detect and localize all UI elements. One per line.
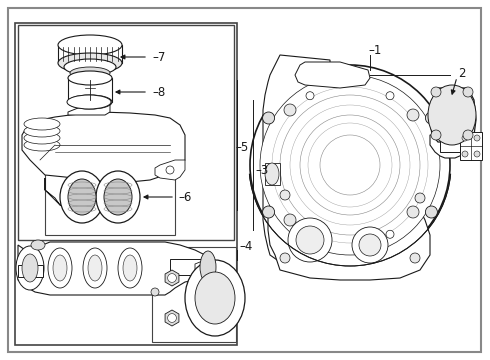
Circle shape xyxy=(284,214,296,226)
Bar xyxy=(45,155,175,235)
Polygon shape xyxy=(22,112,185,182)
Ellipse shape xyxy=(96,171,140,223)
Polygon shape xyxy=(165,270,179,286)
Text: –6: –6 xyxy=(178,190,192,203)
Polygon shape xyxy=(268,192,430,280)
Ellipse shape xyxy=(58,53,122,73)
Circle shape xyxy=(425,112,438,124)
Circle shape xyxy=(151,288,159,296)
Ellipse shape xyxy=(24,118,60,130)
Ellipse shape xyxy=(88,255,102,281)
Circle shape xyxy=(463,87,473,97)
Circle shape xyxy=(352,227,388,263)
Circle shape xyxy=(407,109,419,121)
Text: –5: –5 xyxy=(235,140,248,153)
Circle shape xyxy=(407,206,419,218)
Polygon shape xyxy=(195,260,220,276)
Ellipse shape xyxy=(83,248,107,288)
Circle shape xyxy=(284,104,296,116)
Text: –3: –3 xyxy=(255,163,268,176)
Ellipse shape xyxy=(60,171,104,223)
Circle shape xyxy=(168,274,176,282)
Circle shape xyxy=(280,190,290,200)
Bar xyxy=(58,45,122,63)
Bar xyxy=(15,23,237,345)
Ellipse shape xyxy=(265,163,279,185)
Text: –1: –1 xyxy=(368,44,381,57)
Ellipse shape xyxy=(24,132,60,144)
Circle shape xyxy=(288,218,332,262)
Bar xyxy=(152,247,236,342)
Ellipse shape xyxy=(68,95,112,109)
Circle shape xyxy=(300,115,400,215)
Circle shape xyxy=(425,206,438,218)
Ellipse shape xyxy=(70,67,110,79)
Circle shape xyxy=(462,135,468,141)
Bar xyxy=(460,132,482,160)
Text: –8: –8 xyxy=(152,86,165,99)
Ellipse shape xyxy=(200,251,216,283)
Circle shape xyxy=(306,230,314,238)
Ellipse shape xyxy=(16,246,44,290)
Circle shape xyxy=(386,92,394,100)
Circle shape xyxy=(410,253,420,263)
Circle shape xyxy=(306,92,314,100)
Ellipse shape xyxy=(185,260,245,336)
Ellipse shape xyxy=(31,240,45,250)
Text: 2: 2 xyxy=(458,67,466,80)
Circle shape xyxy=(168,314,176,323)
Circle shape xyxy=(431,87,441,97)
Circle shape xyxy=(250,65,450,265)
Polygon shape xyxy=(430,88,476,142)
Ellipse shape xyxy=(195,272,235,324)
Polygon shape xyxy=(155,160,185,180)
Ellipse shape xyxy=(67,95,111,109)
Circle shape xyxy=(280,253,290,263)
Ellipse shape xyxy=(68,71,112,85)
Bar xyxy=(18,25,234,240)
Ellipse shape xyxy=(104,179,132,215)
Circle shape xyxy=(280,95,420,235)
Bar xyxy=(440,140,470,152)
Bar xyxy=(18,265,43,277)
Ellipse shape xyxy=(58,35,122,55)
Circle shape xyxy=(431,130,441,140)
Polygon shape xyxy=(18,242,205,295)
Ellipse shape xyxy=(48,248,72,288)
Bar xyxy=(68,78,112,102)
Ellipse shape xyxy=(24,139,60,151)
Circle shape xyxy=(263,206,274,218)
Bar xyxy=(265,163,280,185)
Ellipse shape xyxy=(24,125,60,137)
Polygon shape xyxy=(295,62,370,88)
Ellipse shape xyxy=(118,248,142,288)
Circle shape xyxy=(296,226,324,254)
Polygon shape xyxy=(165,310,179,326)
Ellipse shape xyxy=(64,59,116,75)
Ellipse shape xyxy=(53,255,67,281)
Polygon shape xyxy=(45,178,90,208)
Ellipse shape xyxy=(123,255,137,281)
Polygon shape xyxy=(430,130,465,158)
Circle shape xyxy=(474,151,480,157)
Circle shape xyxy=(463,130,473,140)
Circle shape xyxy=(166,166,174,174)
Circle shape xyxy=(320,135,380,195)
Polygon shape xyxy=(263,55,330,270)
Text: –7: –7 xyxy=(152,50,166,63)
Ellipse shape xyxy=(68,179,96,215)
Polygon shape xyxy=(68,102,110,115)
Circle shape xyxy=(386,230,394,238)
Circle shape xyxy=(415,193,425,203)
Circle shape xyxy=(359,234,381,256)
Circle shape xyxy=(260,75,440,255)
Circle shape xyxy=(263,112,274,124)
Ellipse shape xyxy=(22,254,38,282)
Bar xyxy=(170,259,208,275)
Circle shape xyxy=(462,151,468,157)
Ellipse shape xyxy=(428,85,476,145)
Circle shape xyxy=(474,135,480,141)
Text: –4: –4 xyxy=(239,240,252,253)
